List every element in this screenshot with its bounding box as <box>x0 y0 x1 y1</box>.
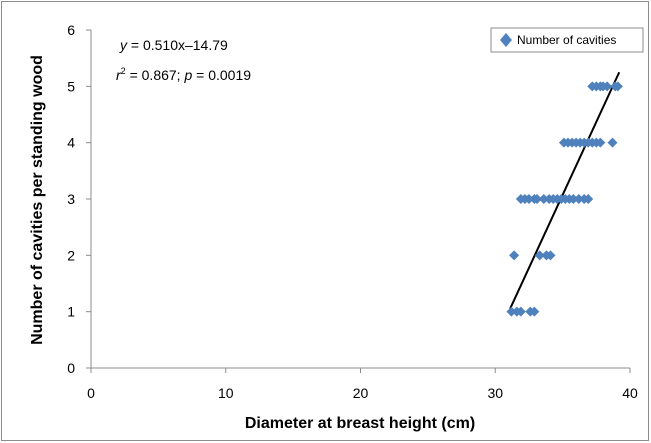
x-axis-title: Diameter at breast height (cm) <box>245 415 475 432</box>
r2-value: = 0.867; <box>126 67 185 83</box>
data-point <box>532 194 543 204</box>
data-point <box>583 194 594 204</box>
y-tick-label: 3 <box>67 191 75 207</box>
legend-box <box>490 27 644 53</box>
y-tick-label: 6 <box>67 22 75 38</box>
equation-annotation: y = 0.510x–14.79 <box>119 37 228 53</box>
y-tick-label: 4 <box>67 135 75 151</box>
data-points <box>506 81 623 317</box>
r-exponent: 2 <box>121 66 126 76</box>
legend-marker-diamond <box>500 33 512 47</box>
x-tick-label: 10 <box>218 385 234 401</box>
p-value: = 0.0019 <box>192 67 251 83</box>
legend-label: Number of cavities <box>517 33 616 47</box>
data-point <box>538 194 549 204</box>
x-tick-label: 30 <box>487 385 503 401</box>
x-tick-label: 20 <box>353 385 369 401</box>
data-point <box>573 194 584 204</box>
data-point <box>602 81 613 92</box>
data-point <box>509 250 520 261</box>
equation-y-symbol: y <box>119 37 128 53</box>
data-point <box>545 250 556 261</box>
data-point <box>523 194 534 204</box>
x-tick-label: 0 <box>87 385 95 401</box>
trendline <box>509 71 621 310</box>
axis-ticks <box>86 29 631 373</box>
r-symbol: r <box>116 67 122 83</box>
equation-text: = 0.510x–14.79 <box>127 37 228 53</box>
legend: Number of cavities <box>490 27 644 53</box>
r2-p-annotation: r2 = 0.867; p = 0.0019 <box>116 66 251 83</box>
data-point <box>612 81 623 92</box>
data-point <box>534 250 545 261</box>
data-point <box>506 306 517 317</box>
data-point <box>515 306 526 317</box>
data-point <box>595 137 606 148</box>
y-tick-label: 0 <box>67 360 75 376</box>
p-symbol: p <box>183 67 192 83</box>
data-point <box>607 137 618 148</box>
data-point <box>529 306 540 317</box>
y-tick-label: 2 <box>67 247 75 263</box>
y-axis-title: Number of cavities per standing wood <box>29 55 46 345</box>
x-tick-label: 40 <box>622 385 638 401</box>
y-tick-label: 1 <box>67 304 75 320</box>
y-tick-label: 5 <box>67 78 75 94</box>
axis-tick-labels: 0 1 2 3 4 5 6 0 10 20 30 40 <box>67 22 638 401</box>
data-point <box>568 194 579 204</box>
